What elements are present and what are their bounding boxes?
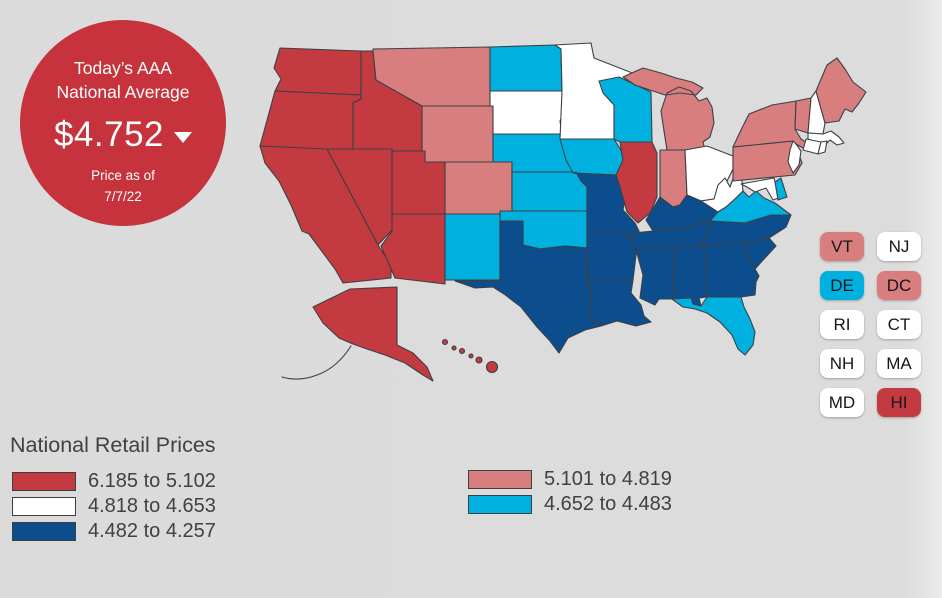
badge-title-line1: Today’s AAA [74, 58, 172, 78]
state-MI[interactable] [622, 67, 715, 151]
legend-swatch-red [12, 472, 76, 491]
state-chip-ri[interactable]: RI [820, 310, 864, 339]
state-KS[interactable] [511, 171, 588, 212]
legend-item-salmon: 5.101 to 4.819 [468, 468, 672, 490]
legend-range-label: 6.185 to 5.102 [88, 470, 216, 492]
state-chip-md[interactable]: MD [820, 388, 864, 417]
legend-column-1: 6.185 to 5.102 4.818 to 4.653 4.482 to 4… [12, 470, 216, 546]
state-chip-nh[interactable]: NH [820, 349, 864, 378]
state-MS[interactable] [635, 247, 676, 306]
state-RI[interactable] [817, 140, 828, 155]
legend-item-navy: 4.482 to 4.257 [12, 520, 216, 542]
state-AR[interactable] [586, 231, 640, 281]
legend-range-label: 4.482 to 4.257 [88, 520, 216, 542]
badge-title-line2: National Average [56, 82, 190, 102]
state-DE[interactable] [774, 177, 788, 201]
state-WA[interactable] [273, 47, 362, 96]
state-FL[interactable] [671, 296, 756, 356]
state-chip-de[interactable]: DE [820, 271, 864, 300]
alaska-aleutian-chain [281, 345, 352, 380]
state-ND[interactable] [489, 44, 563, 92]
legend-swatch-salmon [468, 470, 532, 489]
legend-swatch-cyan [468, 495, 532, 514]
us-map [259, 42, 867, 382]
state-AL[interactable] [671, 245, 708, 307]
legend-title: National Retail Prices [10, 433, 216, 457]
legend-range-label: 4.818 to 4.653 [88, 495, 216, 517]
state-chip-nj[interactable]: NJ [877, 232, 921, 261]
state-MD[interactable] [740, 177, 782, 201]
legend-swatch-white [12, 497, 76, 516]
badge-note-line2: 7/7/22 [104, 189, 142, 204]
state-WY[interactable] [421, 105, 494, 163]
state-NH[interactable] [807, 90, 826, 135]
state-chip-ma[interactable]: MA [877, 349, 921, 378]
legend-range-label: 4.652 to 4.483 [544, 493, 672, 515]
small-state-chip-grid: VT NJ DE DC RI CT NH MA MD HI [820, 232, 921, 417]
badge-note-line1: Price as of [91, 168, 155, 183]
state-NM[interactable] [444, 213, 501, 281]
state-CO[interactable] [444, 161, 513, 215]
badge-note: Price as of 7/7/22 [20, 165, 226, 207]
state-SD[interactable] [489, 90, 567, 135]
state-chip-dc[interactable]: DC [877, 271, 921, 300]
state-chip-ct[interactable]: CT [877, 310, 921, 339]
state-chip-vt[interactable]: VT [820, 232, 864, 261]
legend-item-cyan: 4.652 to 4.483 [468, 493, 672, 515]
state-HI[interactable] [441, 338, 499, 374]
legend-swatch-navy [12, 522, 76, 541]
legend-item-red: 6.185 to 5.102 [12, 470, 216, 492]
state-chip-hi[interactable]: HI [877, 388, 921, 417]
national-average-badge: Today’s AAA National Average $4.752 Pric… [20, 20, 226, 226]
legend-range-label: 5.101 to 4.819 [544, 468, 672, 490]
state-NJ[interactable] [787, 140, 802, 174]
state-IN[interactable] [659, 149, 688, 208]
state-IL[interactable] [615, 141, 658, 224]
state-ME[interactable] [815, 57, 867, 124]
state-OR[interactable] [259, 90, 362, 152]
state-TX[interactable] [454, 220, 602, 354]
legend-item-white: 4.818 to 4.653 [12, 495, 216, 517]
price-down-arrow-icon [174, 131, 193, 143]
national-average-price: $4.752 [53, 115, 165, 154]
state-AK[interactable] [312, 286, 434, 382]
legend-column-2: 5.101 to 4.819 4.652 to 4.483 [468, 468, 672, 519]
state-CA[interactable] [259, 145, 392, 284]
state-LA[interactable] [587, 279, 652, 327]
